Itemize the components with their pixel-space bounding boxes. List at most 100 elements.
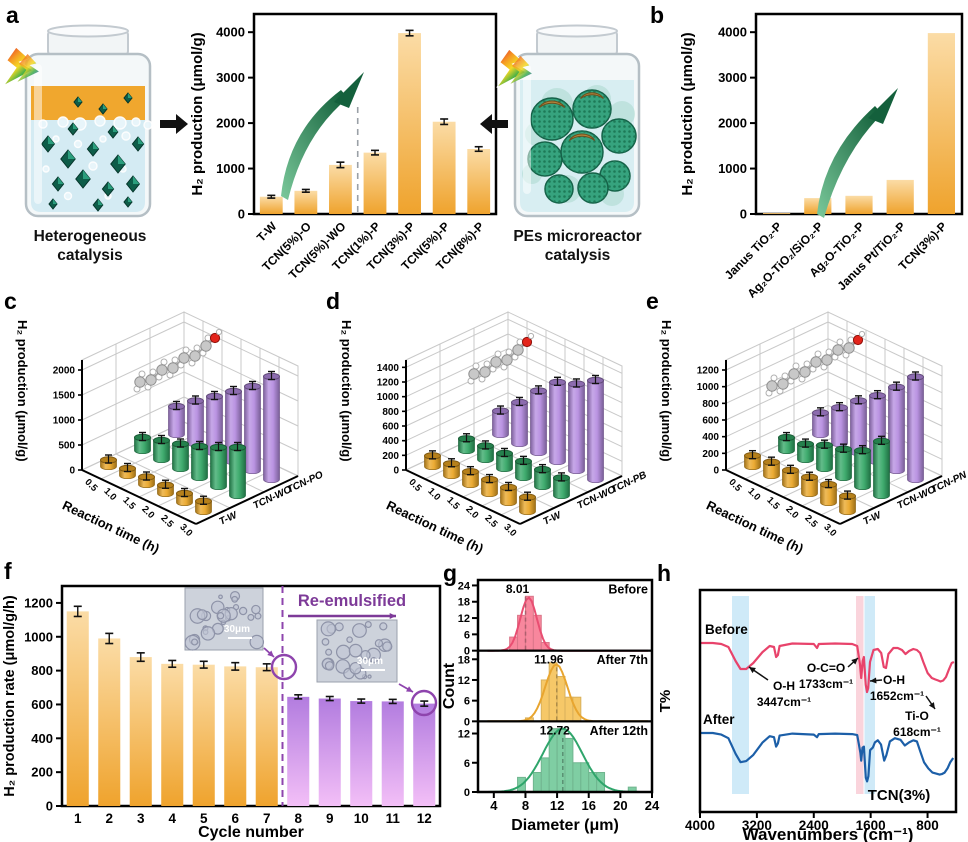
janus-cap [538, 100, 566, 108]
peak-annotation: 1652cm⁻¹ [870, 689, 924, 703]
bar-3d [229, 447, 246, 500]
x-tick-label: 1.0 [745, 486, 762, 503]
bar-3d [462, 471, 479, 489]
y-tick-label: 0 [69, 466, 75, 477]
y-tick-label: 1000 [377, 392, 400, 403]
bar-3d [443, 463, 460, 480]
y-tick-label: 400 [702, 432, 719, 443]
bar-3d [763, 461, 780, 480]
bar [398, 33, 421, 214]
x-tick-label: 2.5 [802, 513, 820, 531]
3d-bar-chart-nonanol: 020040060080010001200T-WTCN-WOTCN-PN0.51… [659, 311, 968, 556]
bar-3d [458, 438, 475, 455]
y-tick-label: 200 [382, 451, 399, 462]
caption-line: Heterogeneous [33, 228, 147, 245]
bar-3d [888, 386, 905, 475]
heterogeneous-beaker-illustration [3, 24, 153, 218]
x-axis-label: Wavenumbers (cm⁻¹) [743, 825, 914, 842]
bar [259, 196, 283, 214]
x-tick-label: 1.0 [101, 486, 118, 503]
bar [329, 164, 352, 214]
y-tick-label: 2000 [53, 366, 76, 377]
bar-3d [496, 453, 513, 473]
growth-arrow-icon [817, 106, 882, 218]
arrow-right-icon [160, 114, 188, 134]
bar [192, 664, 215, 806]
alcohol-molecule-illustration [467, 332, 535, 385]
microreactor-beaker-illustration [496, 24, 641, 218]
oxygen-atom [521, 336, 533, 348]
bar-3d [778, 437, 795, 455]
x-tick-label: 0.5 [726, 477, 744, 495]
y-tick-label: 600 [31, 697, 53, 712]
y-axis-label: T% [657, 690, 674, 713]
x-tick-label: 800 [916, 818, 939, 833]
x-tick-label: 2.0 [139, 504, 156, 521]
highlight-band [864, 596, 875, 794]
y-axis-label: H₂ production (μmol/g) [339, 320, 354, 462]
lightning-icon [496, 48, 532, 88]
y-tick-label: 0 [238, 207, 245, 222]
bar-3d [549, 381, 566, 466]
panel-label-h: h [657, 560, 672, 586]
x-tick-label: 10 [354, 811, 369, 826]
peak-annotation: Ti-O [905, 709, 929, 723]
y-tick-label: 0 [464, 787, 470, 799]
alcohol-molecule-illustration [765, 330, 866, 397]
cycling-stability-bar-chart: 0 200 400 600 800 1000 1200 H₂ production rate … [2, 584, 442, 841]
hist-bar [580, 762, 590, 793]
y-tick-label: 6 [464, 629, 470, 641]
y-tick-label: 12 [458, 729, 470, 741]
y-tick-label: 1000 [697, 382, 720, 393]
spectrum-curve [700, 731, 955, 783]
bar [432, 121, 456, 214]
bar [467, 149, 491, 214]
x-tick-label: 1.0 [425, 486, 442, 503]
y-tick-label: 500 [58, 441, 75, 452]
y-tick-label: 1000 [53, 416, 76, 427]
bar [66, 611, 89, 806]
hist-bar [532, 772, 542, 793]
lightning-icon [3, 46, 39, 86]
re-emulsified-label: Re-emulsified [298, 592, 406, 610]
sample-label: TCN(3%) [868, 787, 931, 804]
bar [381, 701, 404, 806]
x-tick-label: 2.0 [783, 504, 800, 521]
hist-bar [540, 757, 550, 793]
scale-bar-label: 30μm [357, 656, 383, 667]
peak-annotation: 1733cm⁻¹ [799, 677, 853, 691]
x-tick-label: 1.5 [120, 495, 138, 513]
droplet-callout-circle [270, 653, 298, 681]
y-tick-label: 1200 [697, 366, 720, 377]
y-tick-label: 0 [393, 466, 399, 477]
x-tick-label: 1 [74, 811, 82, 826]
x-tick-label: 7 [263, 811, 271, 826]
y-tick-label: 18 [458, 597, 470, 609]
caption-line: catalysis [57, 246, 123, 264]
y-tick-label: 0 [464, 646, 470, 658]
mean-value-label: 12.72 [540, 723, 570, 737]
bar [363, 152, 387, 214]
scale-bar-label: 30μm [224, 624, 250, 635]
y-tick-label: 0 [464, 716, 470, 728]
panel-label-c: c [4, 288, 17, 314]
bar [255, 667, 278, 806]
y-axis-label: H₂ production (μmol/g) [15, 320, 30, 462]
x-tick-label: Ag₂O-TiO₂/SiO₂-P [745, 219, 826, 300]
oil-layer [31, 86, 145, 120]
y-tick-label: 24 [458, 580, 471, 592]
bar [287, 696, 310, 806]
bar-3d [210, 447, 227, 491]
x-axis-label: Diameter (μm) [511, 817, 619, 834]
y-tick-label: 12 [458, 613, 470, 625]
normal-fit-curve [487, 596, 648, 652]
janus-cap [568, 133, 596, 141]
caption-line: PEs microreactor [513, 228, 642, 245]
left-jar-caption: Heterogeneous catalysis [0, 228, 180, 265]
diameter-histograms: 8.01 Before 0 6 12 18 24 11.96 After 7th 0 6 12 18 12… [441, 578, 660, 834]
y-tick-label: 12 [458, 675, 470, 687]
panel-label-f: f [4, 558, 12, 584]
panel-label-a: a [6, 2, 19, 28]
bar-3d [907, 376, 924, 484]
hist-panel-label: After 7th [597, 653, 648, 667]
